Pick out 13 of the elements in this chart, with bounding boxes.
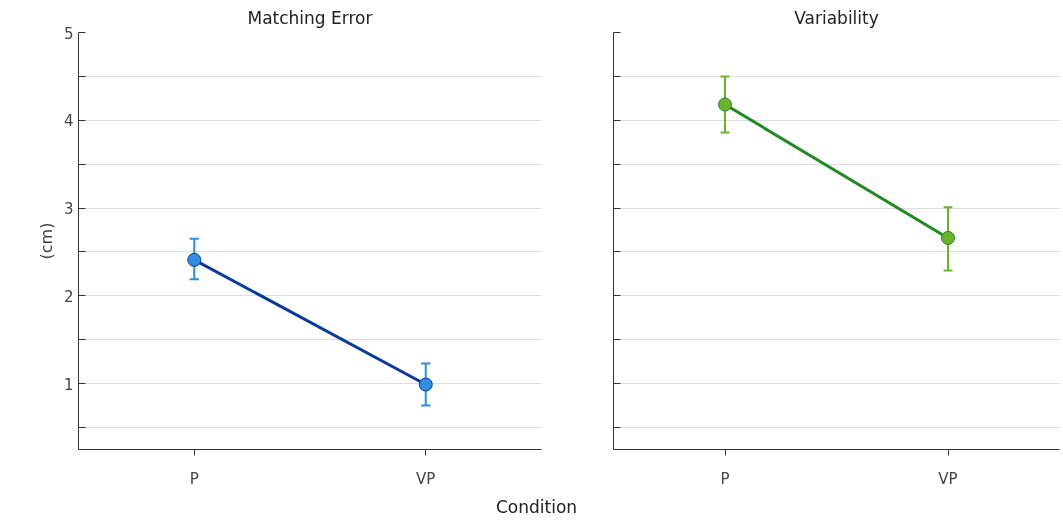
x-tick-label: VP bbox=[416, 469, 436, 488]
x-tick-label: P bbox=[189, 469, 199, 488]
y-axis-title: (cm) bbox=[36, 222, 56, 260]
y-tick-label: 2 bbox=[63, 287, 74, 306]
x-tick-label: P bbox=[720, 469, 730, 488]
y-tick-label: 3 bbox=[63, 200, 74, 219]
chart-title: Matching Error bbox=[247, 7, 373, 28]
x-tick-label: VP bbox=[938, 469, 958, 488]
y-tick-label: 4 bbox=[63, 112, 74, 131]
x-axis-title: Condition bbox=[495, 496, 578, 519]
y-tick-label: 1 bbox=[63, 375, 74, 394]
y-tick-label: 5 bbox=[63, 24, 74, 43]
chart-title: Variability bbox=[794, 7, 879, 28]
